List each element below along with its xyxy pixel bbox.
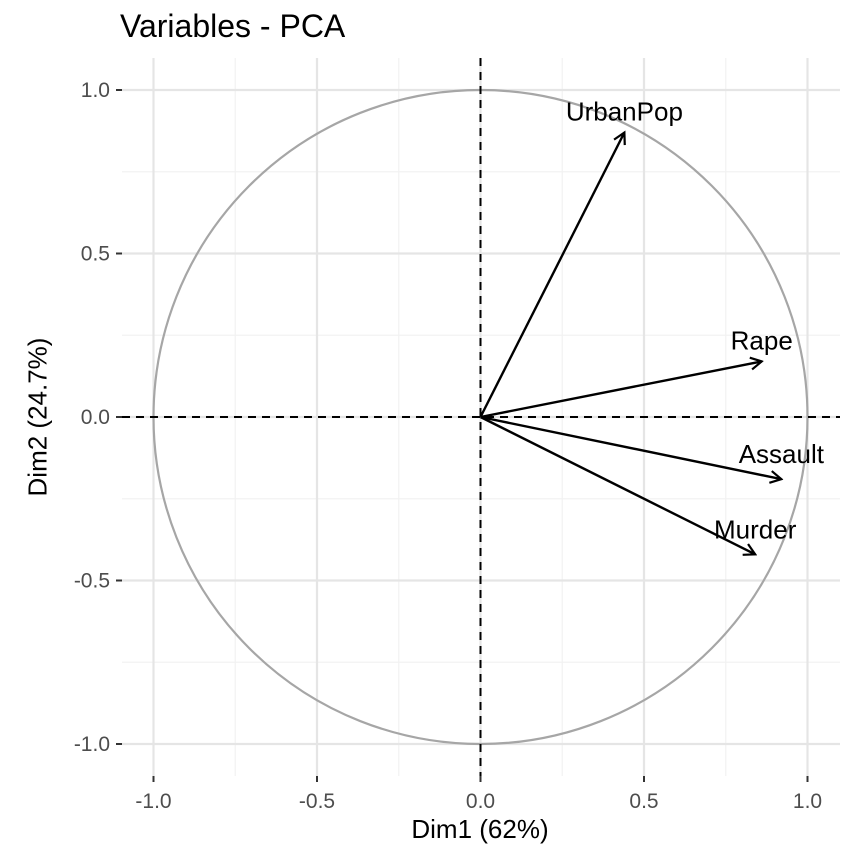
vector-arrow-urbanpop: [479, 133, 625, 418]
x-tick-label: 0.0: [466, 790, 495, 813]
vector-label-urbanpop: UrbanPop: [566, 97, 683, 127]
vector-arrow-murder: [479, 415, 756, 554]
x-tick-label: -1.0: [135, 790, 171, 813]
y-tick-label: 0.0: [81, 406, 110, 429]
vector-label-murder: Murder: [714, 514, 797, 544]
x-axis-label: Dim1 (62%): [411, 814, 549, 844]
y-tick-label: 0.5: [81, 243, 110, 266]
y-tick-label: -1.0: [74, 733, 110, 756]
y-tick-label: 1.0: [81, 79, 110, 102]
y-tick-label: -0.5: [74, 570, 110, 593]
vector-arrow-rape: [480, 361, 762, 419]
x-tick-label: 1.0: [793, 790, 822, 813]
x-tick-label: 0.5: [629, 790, 658, 813]
x-tick-label: -0.5: [299, 790, 335, 813]
vector-arrow-assault: [480, 415, 782, 479]
y-axis-label: Dim2 (24.7%): [22, 337, 53, 497]
vector-label-assault: Assault: [739, 439, 825, 469]
vector-label-rape: Rape: [731, 325, 793, 355]
chart-title: Variables - PCA: [120, 8, 346, 44]
